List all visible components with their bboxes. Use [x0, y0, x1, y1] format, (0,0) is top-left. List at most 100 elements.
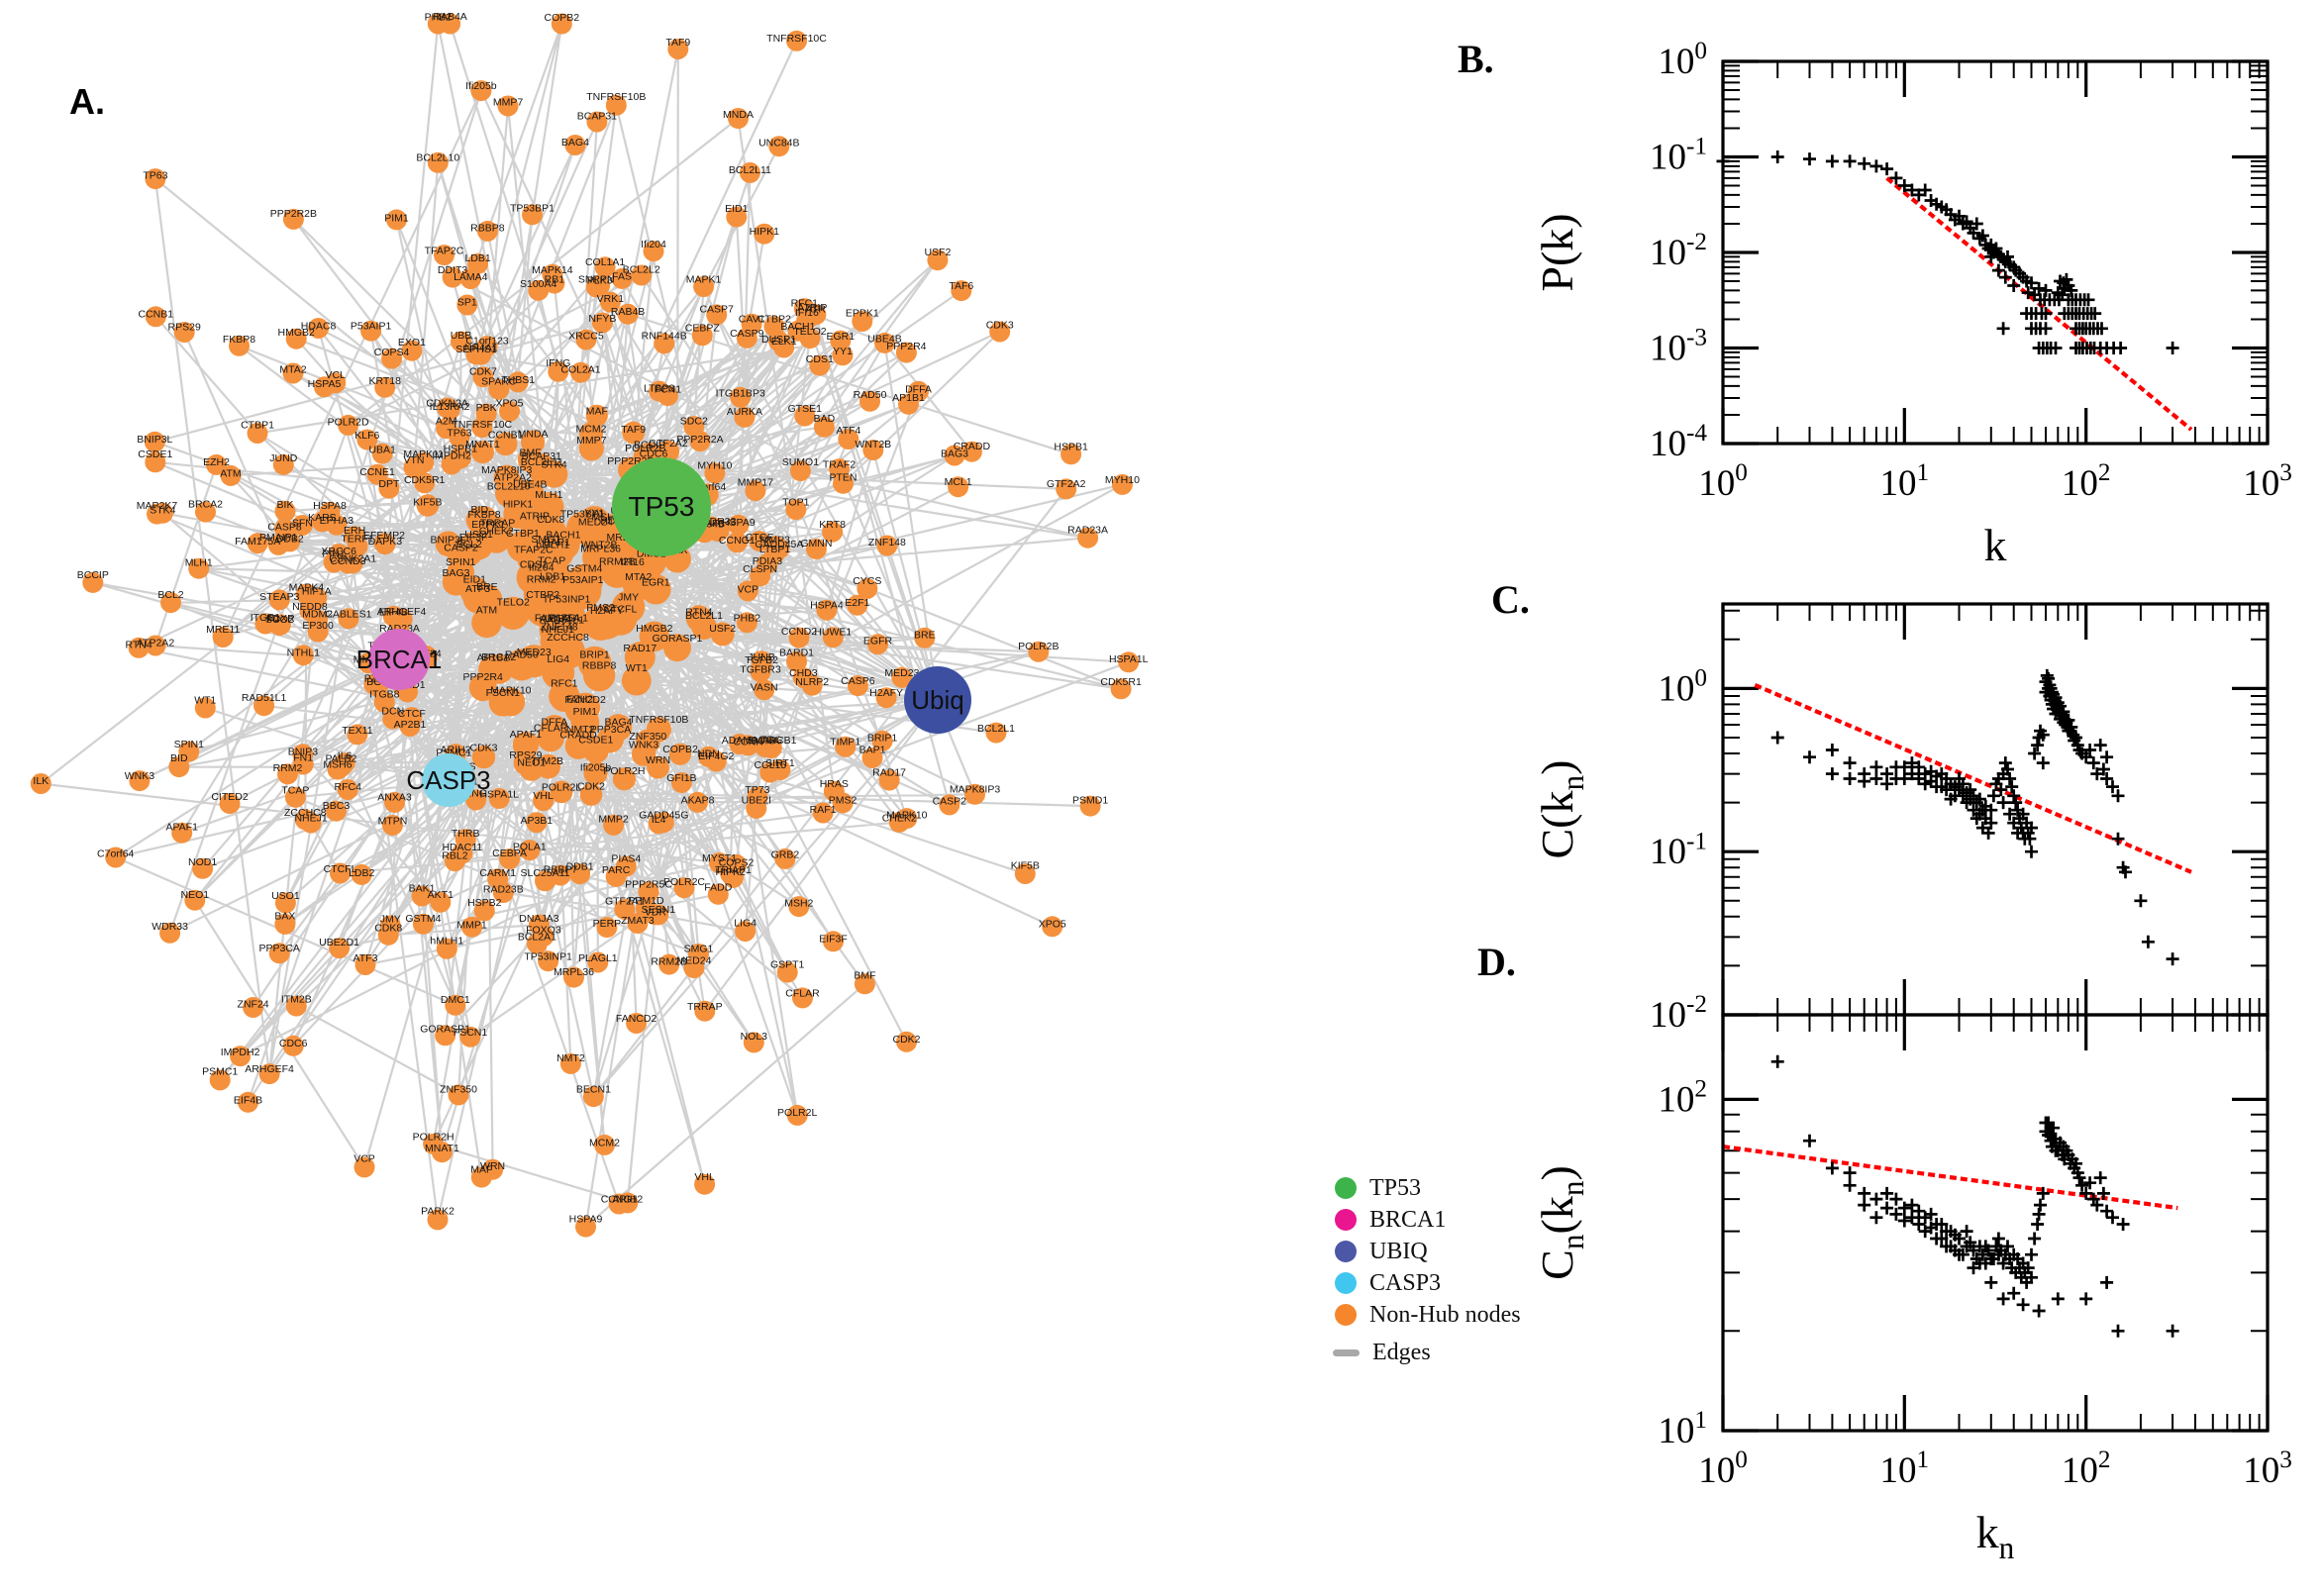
network-node-label: XRCC6 — [321, 546, 356, 557]
network-node-label: LTBP1 — [759, 544, 790, 555]
hub-label-tp53: TP53 — [629, 491, 695, 522]
network-node — [575, 329, 597, 350]
network-node-label: ZNF24 — [238, 999, 269, 1011]
network-node-label: CDC6 — [640, 449, 668, 460]
panel-d-frame — [1721, 1013, 2270, 1433]
network-node-label: IFI16 — [621, 556, 645, 568]
network-node — [736, 612, 758, 634]
network-node — [299, 600, 321, 622]
network-node-label: RRM2 — [273, 762, 303, 774]
network-node-label: MAF — [586, 406, 608, 418]
network-node-label: COL1A1 — [585, 256, 625, 268]
network-node-label: SIRT1 — [765, 757, 795, 769]
network-node — [1056, 478, 1077, 500]
network-node-label: TAF6 — [949, 280, 973, 292]
network-node-label: DNAJA3 — [519, 913, 558, 925]
network-node-label: C7orf64 — [97, 848, 135, 860]
network-node-label: SMARCB1 — [747, 735, 797, 747]
network-node-label: PPM1D — [628, 895, 664, 907]
network-node — [476, 220, 498, 242]
network-node-label: ARHGEF4 — [377, 606, 427, 618]
panel-c-chart: 100 10-1 10-2 C(kn) — [1532, 602, 2270, 1036]
network-node-label: ZNF350 — [629, 731, 666, 743]
network-node — [436, 418, 457, 440]
network-node — [786, 650, 807, 672]
network-node-label: MRPL36 — [554, 966, 594, 978]
network-node — [323, 551, 345, 573]
network-node-label: FDXR — [266, 613, 295, 625]
network-node-label: TRIAP1 — [715, 864, 752, 876]
network-node-label: ATP2A2 — [494, 472, 532, 484]
network-node — [859, 390, 880, 412]
network-node-label: CDKN2A — [426, 397, 468, 409]
network-node — [582, 737, 609, 763]
legend-item-ubiq: UBIQ — [1335, 1236, 1521, 1267]
network-node — [705, 750, 727, 772]
network-node — [1077, 527, 1099, 549]
network-node — [430, 891, 452, 913]
network-node — [496, 596, 530, 631]
network-node-label: BBC3 — [323, 800, 351, 812]
network-node — [347, 724, 368, 746]
network-node-label: VCP — [738, 583, 759, 595]
network-node-label: HRAS — [820, 778, 849, 790]
network-node-label: CCNB1 — [139, 309, 174, 321]
network-node-label: SESN1 — [642, 904, 676, 916]
network-node-label: BAG3 — [941, 448, 968, 459]
network-node-label: AKT1 — [428, 889, 454, 901]
network-node-label: CASP2 — [933, 795, 967, 807]
network-node-label: FCN1 — [655, 384, 682, 396]
network-node — [683, 416, 705, 438]
network-node-label: IMPDH2 — [221, 1047, 260, 1058]
network-node — [192, 857, 214, 879]
network-node-label: COPS4 — [374, 347, 410, 358]
network-node — [1014, 863, 1036, 884]
network-node-label: GSPT1 — [770, 959, 805, 971]
network-node-label: MAPK8IP3 — [481, 464, 533, 476]
network-node — [412, 913, 434, 935]
network-node — [622, 421, 646, 445]
network-node-label: KRT8 — [819, 519, 846, 531]
network-node — [378, 477, 400, 499]
network-node-label: MYST1 — [702, 852, 737, 864]
network-node-label: PPP2R5C — [625, 878, 672, 890]
network-node-label: LTBP3 — [644, 383, 674, 395]
network-node — [829, 458, 850, 480]
network-node-label: PIM1 — [573, 706, 598, 718]
network-node — [847, 675, 868, 697]
panel-b-scatter-points — [1716, 150, 2179, 354]
network-node-label: HSPA9 — [569, 1214, 603, 1226]
network-node — [564, 135, 586, 155]
network-node-label: RBBP7 — [544, 863, 578, 875]
network-node-label: BAG4 — [561, 137, 589, 149]
network-node — [603, 814, 625, 836]
network-node — [105, 847, 127, 868]
network-node — [694, 1000, 716, 1022]
network-node-label: PMS2 — [829, 795, 858, 807]
network-node — [763, 316, 785, 338]
network-node-label: UBE2I — [742, 794, 771, 806]
network-node — [768, 538, 790, 559]
network-node-label: ATM — [476, 605, 497, 617]
network-node-label: CASP6 — [841, 675, 875, 687]
network-node-label: BAX — [274, 910, 295, 922]
network-node — [579, 422, 603, 447]
network-node-label: VCL — [325, 369, 346, 381]
network-node-label: BCAP31 — [577, 111, 617, 123]
network-node-label: RTN4 — [125, 640, 152, 651]
network-node — [382, 606, 404, 627]
network-node — [416, 494, 440, 517]
network-node — [891, 666, 913, 688]
network-node — [896, 1031, 917, 1052]
network-node-label: YY1 — [833, 346, 853, 357]
network-node-label: RAD51L1 — [242, 692, 287, 704]
network-node — [522, 204, 543, 226]
network-node-label: DAPK3 — [368, 536, 403, 548]
network-node — [374, 376, 396, 398]
network-node-label: BCCIP — [634, 440, 665, 451]
network-node — [274, 913, 296, 935]
network-node-label: WNT2B — [581, 540, 618, 551]
network-node-label: RBL2 — [442, 850, 467, 862]
network-node — [739, 161, 760, 183]
network-node-label: TP53BP1 — [510, 203, 555, 215]
